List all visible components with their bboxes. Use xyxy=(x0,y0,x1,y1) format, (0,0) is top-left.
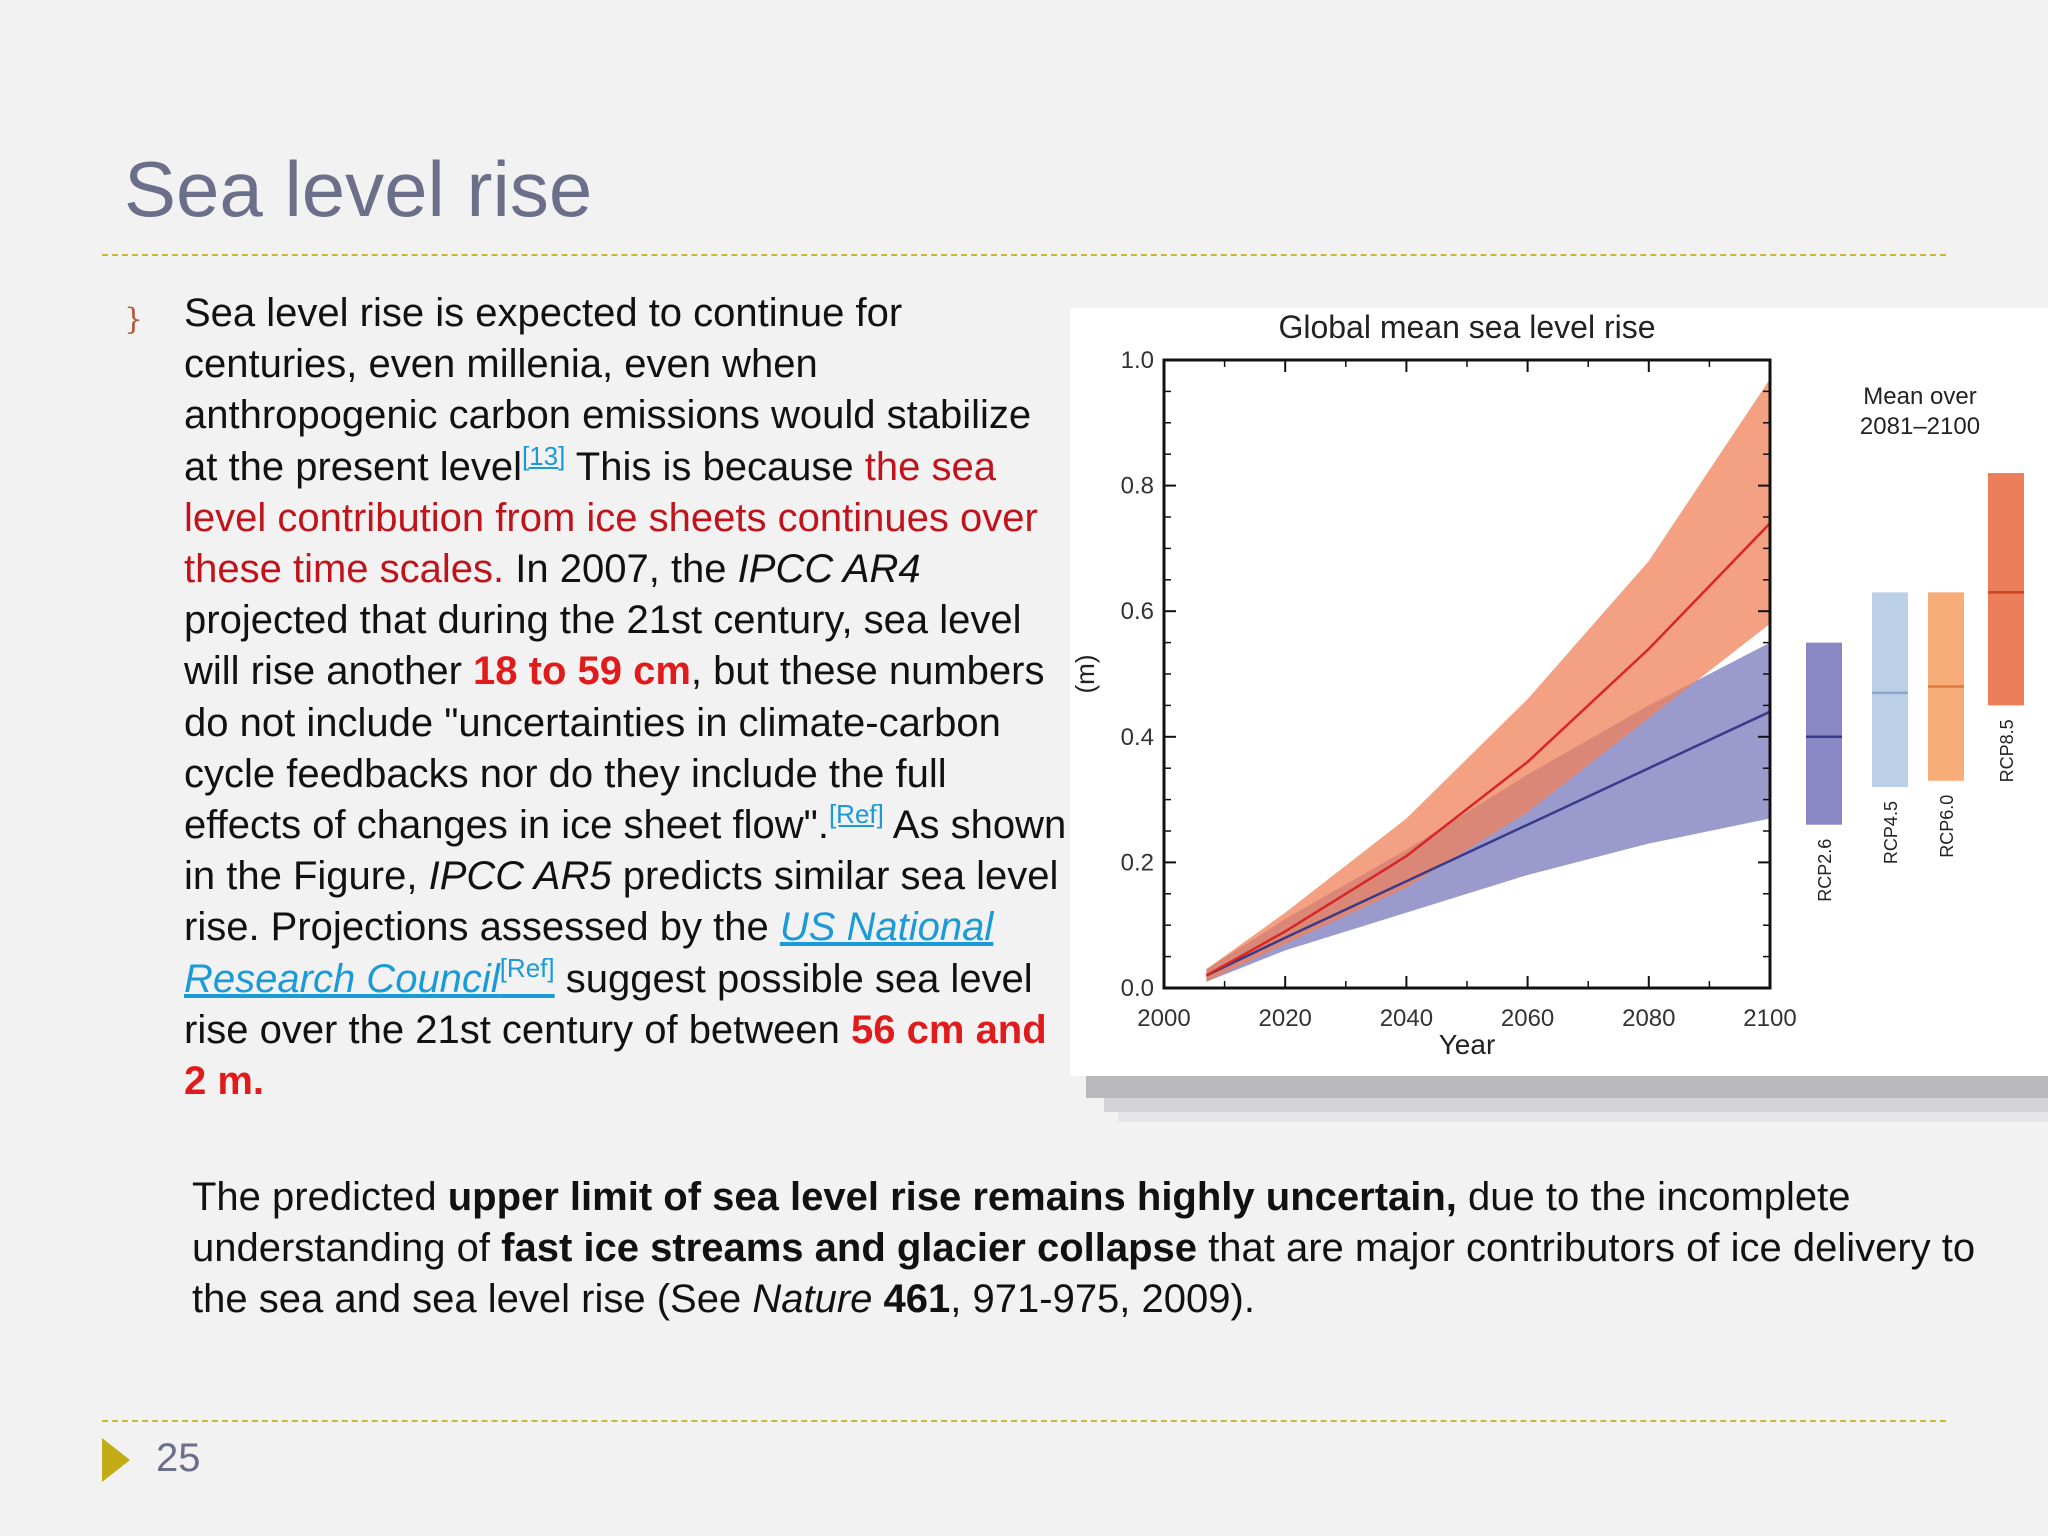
play-arrow-icon xyxy=(102,1438,130,1482)
title-divider xyxy=(102,254,1946,256)
main-paragraph: Sea level rise is expected to continue f… xyxy=(184,291,1067,1104)
side-bars-heading: 2081–2100 xyxy=(1860,413,1980,440)
side-bars-heading: Mean over xyxy=(1863,383,1976,410)
reference-link[interactable]: [Ref] xyxy=(828,799,884,830)
ipcc-ar4-label: IPCC AR4 xyxy=(737,547,921,592)
x-tick-label: 2060 xyxy=(1501,1005,1554,1032)
ar4-range-highlight: 18 to 59 cm xyxy=(473,649,691,694)
y-tick-label: 0.4 xyxy=(1121,724,1154,751)
range-bar-rcp26 xyxy=(1806,642,1842,825)
range-bar-rcp85 xyxy=(1988,473,2024,706)
y-tick-label: 0.0 xyxy=(1121,975,1154,1002)
reference-link[interactable]: [Ref] xyxy=(499,952,555,983)
range-bar-rcp45 xyxy=(1872,592,1908,788)
mean-line-rcp85 xyxy=(1205,522,1771,977)
nrc-link[interactable]: US National Research Council[Ref] xyxy=(184,905,994,1001)
y-tick-label: 0.6 xyxy=(1121,598,1154,625)
y-tick-label: 1.0 xyxy=(1121,347,1154,374)
y-axis-label: (m) xyxy=(1070,655,1100,694)
x-tick-label: 2040 xyxy=(1380,1005,1433,1032)
y-tick-label: 0.8 xyxy=(1121,473,1154,500)
figure-shadow xyxy=(1086,1076,2048,1098)
bar-label: RCP6.0 xyxy=(1937,795,1957,858)
page-number: 25 xyxy=(156,1436,201,1480)
nrc-range-highlight: 56 cm and 2 m. xyxy=(184,1007,1047,1104)
x-tick-label: 2000 xyxy=(1137,1005,1190,1032)
sea-level-chart: 2000 2020 2040 2060 2080 2100 0.0 0.2 0.4 0.6 0.8 1… xyxy=(1070,309,2024,1060)
bar-label: RCP2.6 xyxy=(1815,839,1835,902)
figure-shadow xyxy=(1104,1098,2048,1112)
band-rcp85 xyxy=(1206,378,1770,982)
bar-label: RCP4.5 xyxy=(1881,801,1901,864)
x-tick-label: 2080 xyxy=(1622,1005,1675,1032)
slide-title: Sea level rise xyxy=(124,145,593,233)
bar-label: RCP8.5 xyxy=(1997,719,2017,782)
x-tick-label: 2100 xyxy=(1743,1005,1796,1032)
reference-link-13[interactable]: [13] xyxy=(522,440,566,471)
mean-line-rcp26 xyxy=(1205,710,1771,977)
ipcc-ar5-label: IPCC AR5 xyxy=(428,854,612,899)
footer-divider xyxy=(102,1420,1946,1422)
sea-level-chart-figure: 2000 2020 2040 2060 2080 2100 0.0 0.2 0.4 0.6 0.8 1… xyxy=(1070,308,2048,1076)
y-tick-label: 0.2 xyxy=(1121,849,1154,876)
chart-title: Global mean sea level rise xyxy=(1278,309,1655,345)
x-axis-label: Year xyxy=(1439,1029,1496,1060)
x-tick-label: 2020 xyxy=(1259,1005,1312,1032)
bullet-icon: } xyxy=(124,302,144,337)
summary-paragraph: The predicted upper limit of sea level r… xyxy=(192,1175,1976,1322)
figure-shadow xyxy=(1118,1112,2048,1122)
ice-sheet-highlight: the sea level contribution from ice shee… xyxy=(184,444,1038,592)
